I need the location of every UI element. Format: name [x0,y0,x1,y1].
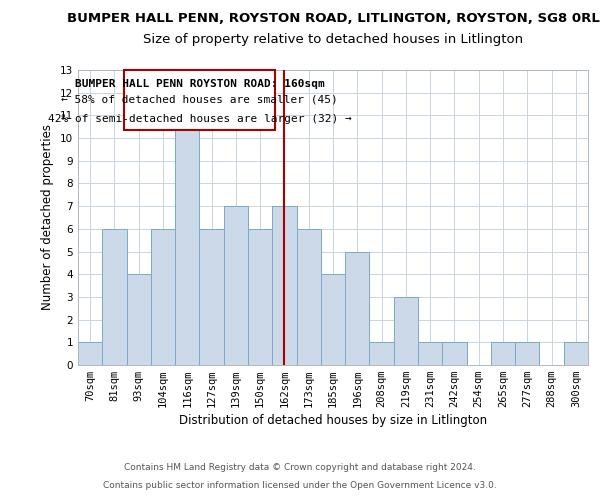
Bar [491,342,515,365]
Bar [564,342,588,365]
Bar [296,229,321,365]
Bar [127,274,151,365]
Bar [224,206,248,365]
Y-axis label: Number of detached properties: Number of detached properties [41,124,55,310]
Bar [515,342,539,365]
Bar [151,229,175,365]
Bar [102,229,127,365]
FancyBboxPatch shape [124,70,275,130]
Text: 42% of semi-detached houses are larger (32) →: 42% of semi-detached houses are larger (… [47,114,352,124]
Text: Size of property relative to detached houses in Litlington: Size of property relative to detached ho… [143,32,523,46]
Bar [272,206,296,365]
Text: BUMPER HALL PENN, ROYSTON ROAD, LITLINGTON, ROYSTON, SG8 0RL: BUMPER HALL PENN, ROYSTON ROAD, LITLINGT… [67,12,599,26]
Bar [345,252,370,365]
Bar [175,116,199,365]
Bar [442,342,467,365]
Bar [418,342,442,365]
Text: ← 58% of detached houses are smaller (45): ← 58% of detached houses are smaller (45… [61,94,338,104]
X-axis label: Distribution of detached houses by size in Litlington: Distribution of detached houses by size … [179,414,487,428]
Bar [199,229,224,365]
Bar [394,297,418,365]
Bar [78,342,102,365]
Text: Contains public sector information licensed under the Open Government Licence v3: Contains public sector information licen… [103,481,497,490]
Bar [248,229,272,365]
Text: Contains HM Land Registry data © Crown copyright and database right 2024.: Contains HM Land Registry data © Crown c… [124,464,476,472]
Bar [370,342,394,365]
Bar [321,274,345,365]
Text: BUMPER HALL PENN ROYSTON ROAD: 160sqm: BUMPER HALL PENN ROYSTON ROAD: 160sqm [74,78,325,88]
